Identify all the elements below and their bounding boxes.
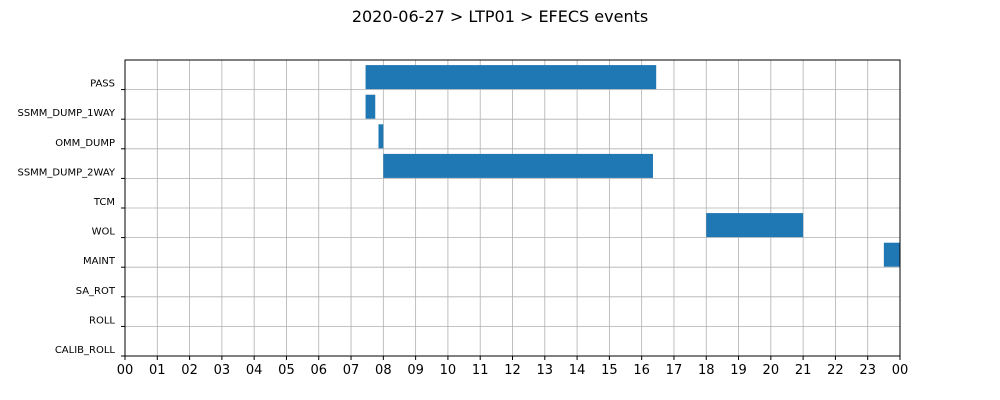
x-tick-label: 14	[569, 363, 586, 378]
y-axis: PASS SSMM_DUMP_1WAY OMM_DUMP SSMM_DUMP_2WAY…	[17, 79, 125, 357]
chart-title: 2020-06-27 > LTP01 > EFECS events	[352, 7, 648, 26]
y-tick-label: PASS	[90, 79, 115, 90]
event-bar-ssmm-dump-2way	[383, 153, 653, 178]
event-bar-pass	[365, 65, 657, 90]
x-tick-label: 12	[504, 363, 521, 378]
x-tick-label: 01	[149, 363, 166, 378]
x-tick-label: 00	[892, 363, 909, 378]
event-bar-wol	[706, 213, 804, 238]
y-tick-label: MAINT	[83, 256, 116, 267]
x-tick-label: 13	[537, 363, 554, 378]
x-tick-label: 00	[117, 363, 134, 378]
x-tick-label: 06	[310, 363, 327, 378]
x-tick-label: 23	[859, 363, 876, 378]
x-tick-label: 09	[407, 363, 424, 378]
event-bar-omm-dump	[378, 124, 384, 149]
x-tick-label: 21	[795, 363, 812, 378]
x-tick-label: 07	[343, 363, 360, 378]
x-tick-label: 05	[278, 363, 295, 378]
x-tick-label: 17	[666, 363, 683, 378]
x-tick-label: 02	[181, 363, 198, 378]
x-tick-label: 03	[214, 363, 231, 378]
y-tick-label: SA_ROT	[76, 286, 116, 297]
y-tick-label: CALIB_ROLL	[55, 345, 116, 356]
x-tick-label: 19	[730, 363, 747, 378]
y-tick-label: TCM	[93, 197, 115, 208]
y-tick-label: WOL	[92, 227, 116, 238]
y-tick-label: SSMM_DUMP_2WAY	[17, 167, 115, 178]
x-tick-label: 18	[698, 363, 715, 378]
event-bar-ssmm-dump-1way	[365, 94, 376, 119]
event-bar-maint	[883, 242, 900, 267]
event-bars	[365, 65, 900, 267]
x-tick-label: 04	[246, 363, 263, 378]
x-tick-label: 22	[827, 363, 844, 378]
x-tick-label: 16	[633, 363, 650, 378]
x-axis: 00 01 02 03 04 05 06 07 08 09 10 11 12 13 14 15 16 17 18 19…	[117, 356, 909, 378]
x-tick-label: 20	[763, 363, 780, 378]
grid-lines	[124, 60, 901, 356]
x-tick-label: 08	[375, 363, 392, 378]
y-tick-label: OMM_DUMP	[55, 138, 115, 149]
y-tick-label: ROLL	[89, 315, 115, 326]
x-tick-label: 15	[601, 363, 618, 378]
x-tick-label: 10	[440, 363, 457, 378]
x-tick-label: 11	[472, 363, 489, 378]
y-tick-label: SSMM_DUMP_1WAY	[17, 108, 115, 119]
